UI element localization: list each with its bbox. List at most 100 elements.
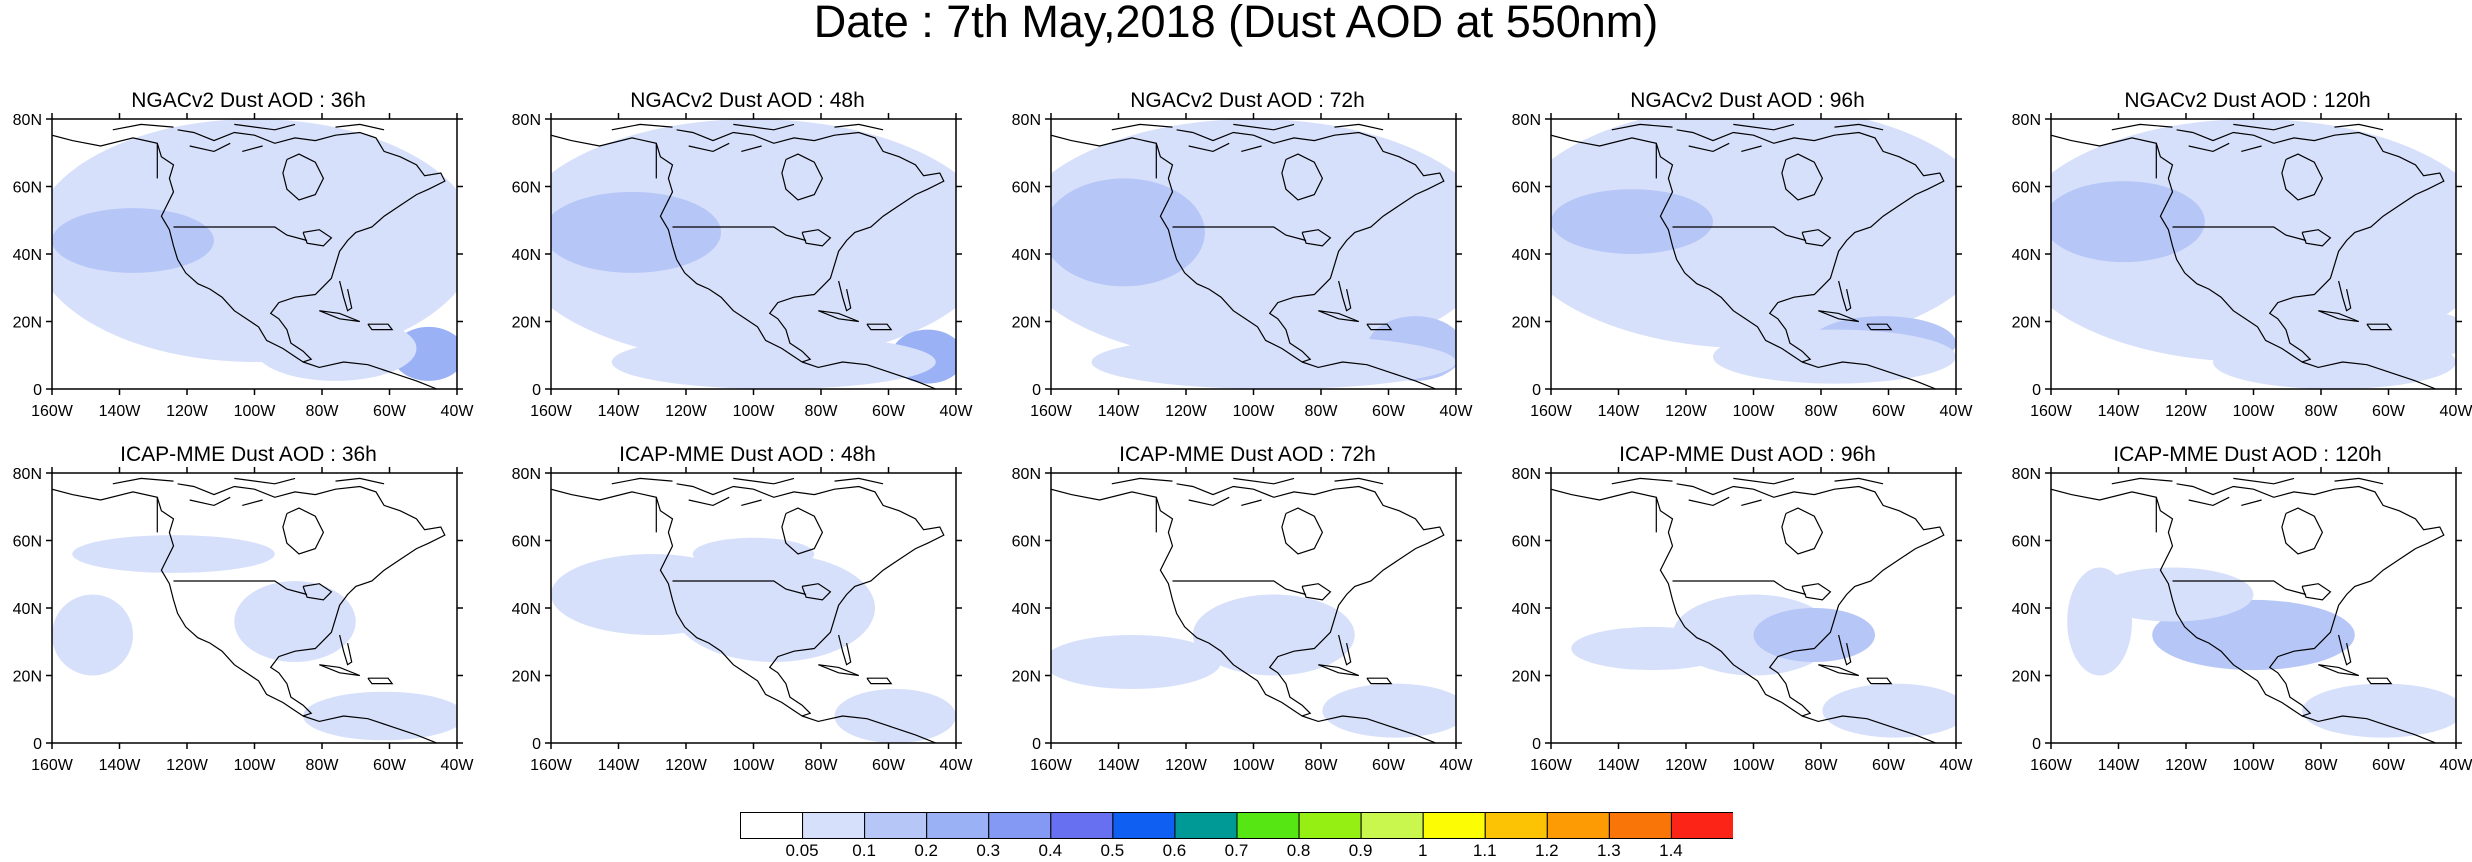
arctic-island-coast (1688, 142, 1730, 153)
colorbar-swatch (1174, 812, 1238, 839)
coastline (801, 715, 937, 743)
x-tick-label: 60W (2372, 757, 2406, 774)
y-tick-label: 20N (2012, 669, 2041, 686)
arctic-island-coast (1188, 496, 1230, 507)
x-tick-label: 140W (99, 403, 142, 420)
x-tick-label: 60W (1372, 757, 1406, 774)
arctic-island-coast (2233, 123, 2295, 131)
panel-title: ICAP-MME Dust AOD : 48h (619, 443, 876, 466)
arctic-island-coast (1111, 123, 1173, 131)
y-tick-label: 0 (1032, 736, 1041, 753)
x-tick-label: 100W (1233, 403, 1276, 420)
dust-aod-region (692, 537, 815, 571)
dust-aod-region (1051, 635, 1222, 689)
coastline (672, 580, 807, 596)
arctic-island-coast (1334, 477, 1384, 485)
map-panel: 80N 60N 40N 20N 0 160W 140W 120W 100W 80W 60W 40W IC… (4, 441, 504, 796)
coastline (2172, 226, 2307, 242)
arctic-island-coast (335, 123, 385, 131)
coastline (781, 153, 824, 201)
y-tick-label: 0 (532, 736, 541, 753)
coastline (1866, 323, 1893, 331)
x-tick-label: 160W (2030, 757, 2073, 774)
colorbar: 0.05 0.1 0.2 0.3 0.4 0.5 0.6 0.7 0.8 0.9 1 1.1 1.2 1.… (740, 812, 1733, 858)
x-tick-label: 160W (1530, 757, 1573, 774)
colorbar-label: 0.5 (1101, 841, 1125, 858)
y-tick-label: 20N (13, 315, 42, 332)
y-tick-label: 40N (1012, 601, 1041, 618)
map-panel: 80N 60N 40N 20N 0 160W 140W 120W 100W 80W 60W 40W IC… (1503, 441, 2003, 796)
coastline (339, 634, 353, 666)
colorbar-label: 1 (1418, 841, 1427, 858)
arctic-island-coast (1834, 123, 1884, 131)
colorbar-swatch (1050, 812, 1114, 839)
x-tick-label: 120W (2165, 757, 2208, 774)
arctic-island-coast (1611, 123, 1673, 131)
x-tick-label: 140W (2098, 403, 2141, 420)
x-tick-label: 100W (733, 757, 776, 774)
x-tick-label: 60W (373, 403, 407, 420)
coastline (2318, 310, 2360, 323)
x-tick-label: 80W (805, 757, 839, 774)
y-tick-label: 20N (1512, 315, 1541, 332)
dust-aod-region (2051, 119, 2456, 362)
map-panel: 80N 60N 40N 20N 0 160W 140W 120W 100W 80W 60W 40W NG… (1003, 87, 1503, 442)
x-tick-label: 160W (1530, 403, 1573, 420)
x-tick-label: 160W (530, 403, 573, 420)
dust-aod-region (1713, 329, 1956, 384)
x-tick-label: 40W (2440, 757, 2472, 774)
coastline (1172, 226, 1307, 242)
arctic-island-coast (234, 123, 296, 131)
coastline (818, 310, 860, 323)
coastline (1866, 677, 1893, 685)
coastline (801, 361, 937, 389)
panel-title: ICAP-MME Dust AOD : 120h (2113, 443, 2382, 466)
arctic-island-coast (1733, 477, 1795, 485)
x-tick-label: 80W (2305, 403, 2339, 420)
coastline (173, 580, 308, 596)
dust-aod-region (254, 316, 417, 381)
dust-aod-region (2213, 335, 2456, 389)
coastline (2301, 715, 2437, 743)
arctic-island-coast (1188, 142, 1230, 153)
x-tick-label: 80W (1305, 403, 1339, 420)
coastline (1672, 226, 1807, 242)
dust-aod-field (551, 119, 956, 389)
x-tick-label: 160W (1030, 403, 1073, 420)
x-tick-label: 40W (1940, 757, 1974, 774)
coastline (302, 583, 333, 601)
x-tick-label: 120W (166, 403, 209, 420)
x-tick-label: 60W (1872, 757, 1906, 774)
dust-aod-region (551, 119, 956, 362)
x-tick-label: 120W (1165, 403, 1208, 420)
arctic-island-coast (733, 477, 795, 485)
y-tick-label: 20N (1012, 315, 1041, 332)
arctic-island-coast (2233, 477, 2295, 485)
arctic-island-coast (1241, 145, 1262, 152)
y-tick-label: 60N (2012, 534, 2041, 551)
y-tick-label: 0 (1032, 382, 1041, 399)
colorbar-label: 0.4 (1038, 841, 1062, 858)
dust-aod-region (551, 191, 722, 273)
coastline (2301, 361, 2437, 389)
coastline (838, 280, 852, 312)
x-tick-label: 120W (1165, 757, 1208, 774)
map-plot: 80N 60N 40N 20N 0 160W 140W 120W 100W 80W 60W 40W (512, 112, 974, 420)
x-tick-label: 120W (1665, 757, 1708, 774)
map-plot: 80N 60N 40N 20N 0 160W 140W 120W 100W 80W 60W 40W (1012, 112, 1474, 420)
colorbar-label: 1.4 (1659, 841, 1683, 858)
x-tick-label: 80W (2305, 757, 2339, 774)
arctic-island-coast (189, 496, 231, 507)
map-plot: 80N 60N 40N 20N 0 160W 140W 120W 100W 80W 60W 40W (1512, 466, 1974, 774)
y-tick-label: 80N (2012, 466, 2041, 483)
x-tick-label: 80W (1805, 757, 1839, 774)
y-tick-label: 60N (1512, 534, 1541, 551)
coastline (1281, 507, 1324, 555)
coastline (1818, 664, 1860, 677)
coastline (282, 153, 325, 201)
y-tick-label: 0 (1532, 736, 1541, 753)
coastline (52, 129, 446, 363)
coastline (173, 226, 308, 242)
y-tick-label: 80N (1512, 466, 1541, 483)
x-tick-label: 120W (665, 757, 708, 774)
